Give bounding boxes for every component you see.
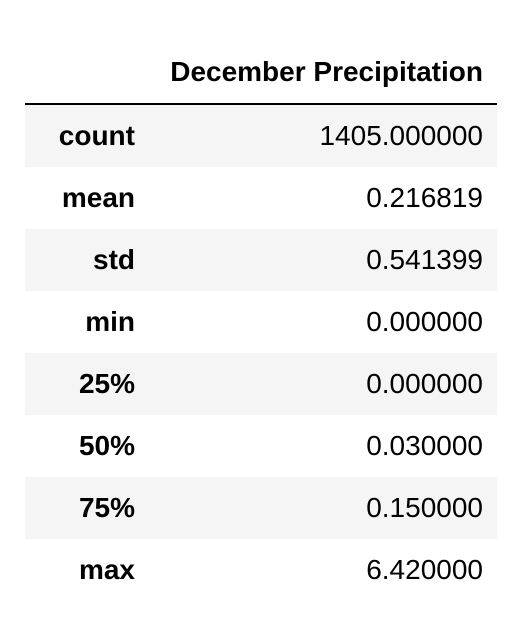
row-value: 0.030000 (366, 430, 483, 461)
table-row: 50% 0.030000 (25, 415, 497, 477)
table-row: 25% 0.000000 (25, 353, 497, 415)
table-row: min 0.000000 (25, 291, 497, 353)
table-row: max 6.420000 (25, 539, 497, 601)
row-index-label: std (93, 244, 135, 275)
table-row: std 0.541399 (25, 229, 497, 291)
table-row: count 1405.000000 (25, 104, 497, 167)
index-header (25, 40, 149, 105)
dataframe-output: December Precipitation count 1405.000000… (25, 40, 497, 601)
row-value: 6.420000 (366, 554, 483, 585)
row-value: 0.150000 (366, 492, 483, 523)
row-value: 0.216819 (366, 182, 483, 213)
row-value: 0.000000 (366, 306, 483, 337)
row-index-label: min (85, 306, 135, 337)
table-row: mean 0.216819 (25, 167, 497, 229)
column-header: December Precipitation (149, 40, 497, 105)
row-index-label: count (58, 120, 135, 151)
header-row: December Precipitation (25, 40, 497, 105)
table-body: count 1405.000000 mean 0.216819 std 0.54… (25, 104, 497, 601)
row-value: 0.541399 (366, 244, 483, 275)
row-index-label: 25% (78, 368, 135, 399)
row-index-label: 75% (78, 492, 135, 523)
row-index-label: max (78, 554, 135, 585)
describe-table: December Precipitation count 1405.000000… (25, 40, 497, 601)
table-row: 75% 0.150000 (25, 477, 497, 539)
row-index-label: mean (61, 182, 135, 213)
row-index-label: 50% (78, 430, 135, 461)
row-value: 1405.000000 (319, 120, 483, 151)
table-header: December Precipitation (25, 40, 497, 105)
row-value: 0.000000 (366, 368, 483, 399)
